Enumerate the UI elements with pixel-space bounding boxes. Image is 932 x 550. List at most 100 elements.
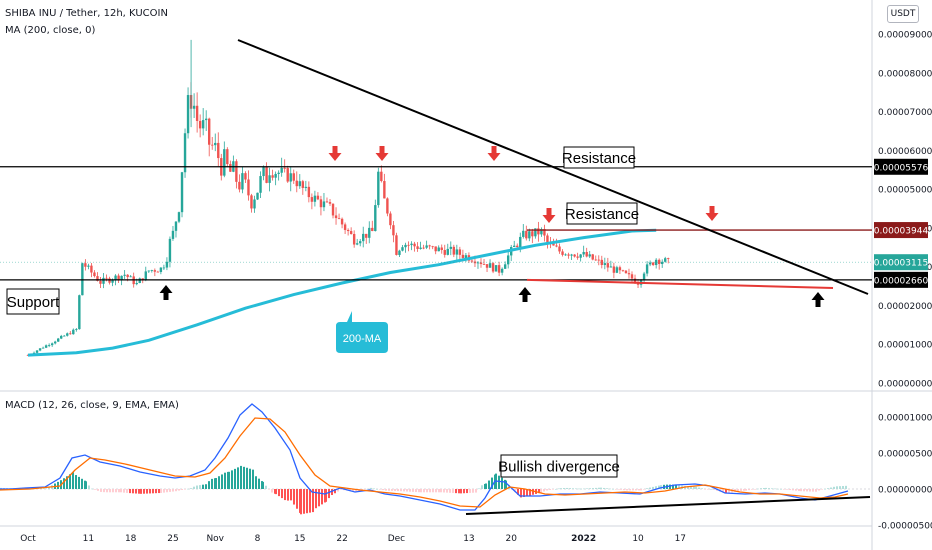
- candle-body: [102, 277, 105, 284]
- macd-histogram-bar: [751, 489, 753, 490]
- candle-body: [214, 142, 217, 146]
- candle-body: [298, 181, 301, 187]
- macd-histogram-bar: [595, 487, 597, 489]
- candle-body: [585, 251, 588, 257]
- time-tick-label: 2022: [571, 534, 596, 544]
- macd-histogram-bar: [243, 466, 245, 489]
- divergence-trendline: [465, 496, 871, 515]
- macd-histogram-bar: [529, 489, 531, 496]
- macd-histogram-bar: [701, 488, 703, 489]
- price-tick-label: 0.00008000: [878, 69, 932, 79]
- candle-body: [211, 144, 214, 146]
- candle-body: [177, 212, 181, 222]
- up-arrow-icon: [518, 287, 532, 302]
- candle-body: [461, 254, 465, 258]
- macd-legend: MACD (12, 26, close, 9, EMA, EMA): [5, 400, 179, 411]
- macd-histogram-bar: [707, 489, 709, 490]
- candle-body: [534, 228, 537, 237]
- currency-button[interactable]: USDT: [887, 5, 919, 23]
- macd-histogram-bar: [385, 489, 387, 491]
- macd-histogram-bar: [806, 489, 808, 492]
- macd-histogram-bar: [575, 488, 577, 490]
- candle-body: [664, 258, 667, 262]
- candle-body: [609, 266, 613, 268]
- candle-body: [75, 329, 78, 330]
- macd-histogram-bar: [803, 489, 805, 492]
- macd-histogram-bar: [169, 489, 171, 492]
- candle-body: [428, 245, 431, 247]
- candle-body: [555, 245, 558, 247]
- candle-body: [247, 179, 250, 196]
- macd-histogram-bar: [771, 488, 773, 489]
- candle-body: [667, 258, 670, 259]
- macd-histogram-bar: [75, 475, 77, 489]
- macd-histogram-bar: [569, 488, 571, 489]
- macd-histogram-bar: [498, 475, 500, 489]
- candle-body: [292, 173, 295, 181]
- macd-histogram-bar: [815, 489, 817, 492]
- macd-histogram-bar: [166, 489, 168, 493]
- macd-histogram-bar: [163, 489, 165, 493]
- candle-body: [168, 238, 172, 262]
- candle-body: [238, 181, 241, 190]
- candle-body: [458, 249, 462, 255]
- candle-body: [561, 251, 564, 255]
- macd-histogram-bar: [370, 487, 372, 489]
- candle-body: [322, 201, 326, 208]
- macd-histogram-bar: [321, 489, 323, 505]
- candle-body: [636, 283, 640, 285]
- macd-histogram-bar: [704, 489, 706, 490]
- candle-body: [558, 246, 561, 252]
- candle-body: [362, 233, 365, 242]
- macd-histogram-bar: [836, 486, 838, 489]
- macd-histogram-bar: [100, 489, 102, 492]
- macd-histogram-bar: [391, 489, 393, 491]
- macd-histogram-bar: [845, 485, 847, 489]
- macd-histogram-bar: [809, 489, 811, 492]
- price-label-text: 0.00005576: [874, 163, 929, 173]
- macd-histogram-bar: [620, 489, 622, 490]
- candle-body: [244, 173, 247, 180]
- candle-body: [195, 105, 199, 121]
- macd-histogram-bar: [725, 489, 727, 494]
- time-tick-label: 22: [336, 534, 347, 544]
- macd-histogram-bar: [211, 478, 213, 489]
- candle-body: [597, 259, 600, 261]
- macd-histogram-bar: [710, 489, 712, 490]
- macd-histogram-bar: [221, 474, 223, 489]
- candle-body: [198, 120, 202, 129]
- candle-body: [26, 355, 30, 356]
- macd-histogram-bar: [446, 489, 448, 493]
- macd-histogram-bar: [57, 481, 59, 489]
- macd-histogram-bar: [652, 486, 654, 489]
- macd-histogram-bar: [103, 489, 105, 493]
- macd-histogram-bar: [757, 488, 759, 490]
- macd-histogram-bar: [449, 489, 451, 493]
- macd-histogram-bar: [455, 489, 457, 494]
- macd-histogram-bar: [315, 489, 317, 509]
- candle-body: [165, 261, 169, 268]
- macd-histogram-bar: [140, 489, 142, 494]
- macd-histogram-bar: [112, 489, 114, 493]
- macd-histogram-bar: [418, 489, 420, 493]
- macd-histogram-bar: [364, 489, 366, 490]
- candle-body: [217, 142, 220, 159]
- price-tick-label: 0.00005000: [878, 186, 932, 196]
- macd-histogram-bar: [132, 489, 134, 494]
- macd-histogram-bar: [818, 489, 820, 491]
- macd-histogram-bar: [40, 488, 42, 489]
- macd-histogram-bar: [722, 489, 724, 493]
- macd-histogram-bar: [181, 489, 183, 490]
- macd-histogram-bar: [552, 489, 554, 490]
- macd-histogram-bar: [135, 489, 137, 494]
- macd-histogram-bar: [798, 489, 800, 491]
- candle-body: [295, 180, 298, 187]
- support-trendline: [526, 278, 834, 289]
- downtrend-line: [237, 39, 869, 295]
- candle-body: [371, 227, 374, 232]
- price-tick-label: 0.00009000: [878, 31, 932, 41]
- macd-histogram-bar: [196, 485, 198, 489]
- macd-histogram-bar: [94, 489, 96, 490]
- candle-body: [108, 278, 111, 283]
- candle-body: [208, 118, 211, 145]
